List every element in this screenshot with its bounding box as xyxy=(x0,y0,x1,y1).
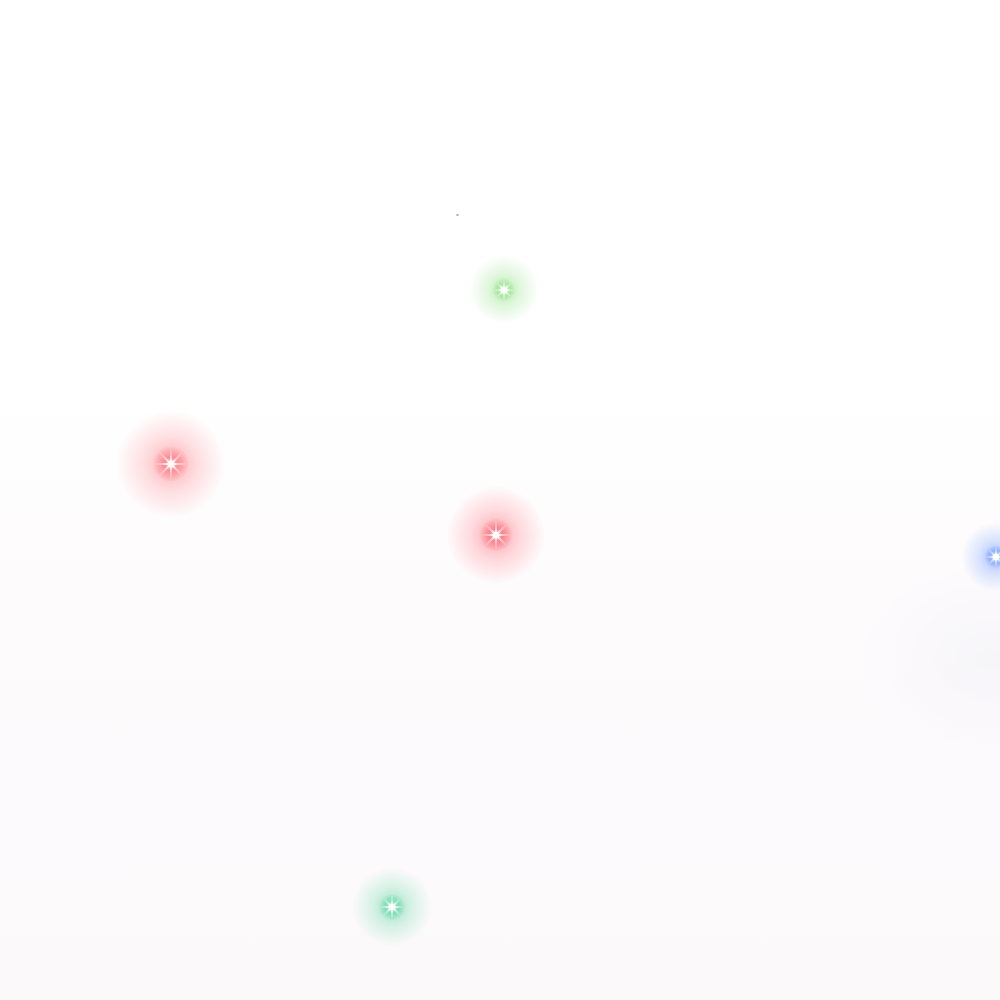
red-sparkle-left-core xyxy=(168,461,174,467)
blue-sparkle-right-ray xyxy=(985,556,1000,558)
red-sparkle-center-core xyxy=(493,532,499,538)
blue-sparkle-right-core xyxy=(993,554,999,560)
dust-speck xyxy=(456,214,459,216)
green-sparkle-top-core xyxy=(501,287,507,293)
teal-sparkle-bottom-core xyxy=(389,904,395,910)
faint-haze xyxy=(860,560,1000,760)
